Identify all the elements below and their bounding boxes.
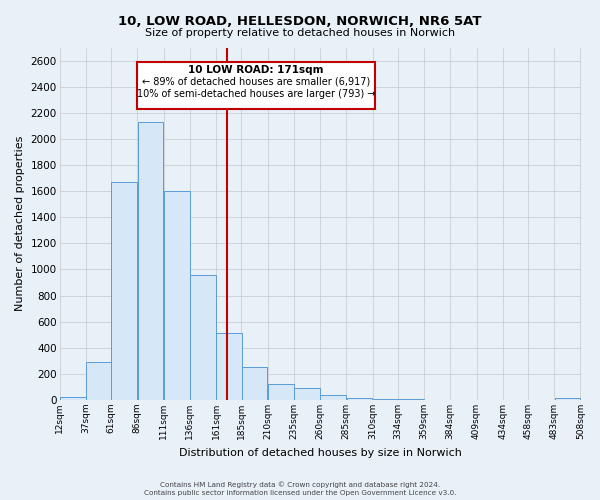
Bar xyxy=(320,396,346,400)
Bar xyxy=(242,368,267,400)
Bar xyxy=(60,398,86,400)
Bar xyxy=(86,362,112,400)
Text: Contains HM Land Registry data © Crown copyright and database right 2024.: Contains HM Land Registry data © Crown c… xyxy=(160,481,440,488)
Text: ← 89% of detached houses are smaller (6,917): ← 89% of detached houses are smaller (6,… xyxy=(142,77,370,87)
X-axis label: Distribution of detached houses by size in Norwich: Distribution of detached houses by size … xyxy=(179,448,461,458)
Bar xyxy=(137,122,163,400)
Bar xyxy=(112,182,137,400)
Text: 10, LOW ROAD, HELLESDON, NORWICH, NR6 5AT: 10, LOW ROAD, HELLESDON, NORWICH, NR6 5A… xyxy=(118,15,482,28)
Bar xyxy=(294,388,320,400)
FancyBboxPatch shape xyxy=(137,62,374,109)
Bar xyxy=(217,334,242,400)
Bar xyxy=(164,191,190,400)
Text: 10% of semi-detached houses are larger (793) →: 10% of semi-detached houses are larger (… xyxy=(137,88,375,99)
Bar xyxy=(190,274,216,400)
Text: Contains public sector information licensed under the Open Government Licence v3: Contains public sector information licen… xyxy=(144,490,456,496)
Text: Size of property relative to detached houses in Norwich: Size of property relative to detached ho… xyxy=(145,28,455,38)
Y-axis label: Number of detached properties: Number of detached properties xyxy=(15,136,25,312)
Bar xyxy=(347,398,372,400)
Bar xyxy=(554,398,580,400)
Text: 10 LOW ROAD: 171sqm: 10 LOW ROAD: 171sqm xyxy=(188,65,324,75)
Bar xyxy=(268,384,293,400)
